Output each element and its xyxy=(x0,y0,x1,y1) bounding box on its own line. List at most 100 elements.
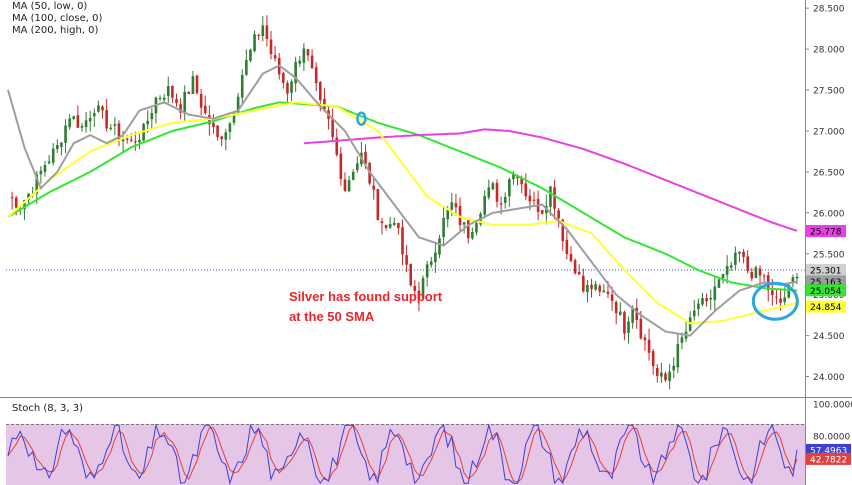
candle-body xyxy=(664,373,667,381)
candle-body xyxy=(240,74,244,98)
candle-body xyxy=(76,115,80,128)
candle-body xyxy=(606,291,610,295)
candle-body xyxy=(158,97,162,99)
candle-body xyxy=(228,123,232,132)
candle-body xyxy=(705,298,708,302)
candle-body xyxy=(697,303,700,310)
candle-body xyxy=(97,105,100,112)
candle-body xyxy=(60,142,63,147)
candle-body xyxy=(236,96,240,114)
candle-body xyxy=(651,351,655,367)
candle-body xyxy=(454,203,458,208)
candle-body xyxy=(105,110,108,129)
y-tick-label: 28.000 xyxy=(813,46,845,56)
candle-body xyxy=(257,34,260,36)
candle-body xyxy=(409,263,413,286)
candle-body xyxy=(573,260,577,274)
candle-body xyxy=(742,251,745,258)
candle-body xyxy=(614,302,618,314)
candle-body xyxy=(565,239,569,255)
candle-body xyxy=(195,75,199,94)
candle-body xyxy=(639,318,643,339)
candle-body xyxy=(713,286,717,300)
candle-body xyxy=(503,196,507,203)
candle-body xyxy=(68,118,71,128)
annotation-text: Silver has found support at the 50 SMA xyxy=(289,287,442,327)
candle-body xyxy=(709,297,713,300)
candle-body xyxy=(146,120,150,125)
candle-body xyxy=(27,193,30,200)
candle-body xyxy=(282,72,285,83)
candle-body xyxy=(224,132,228,140)
candle-body xyxy=(729,265,733,268)
candle-body xyxy=(314,67,318,84)
candle-body xyxy=(598,285,602,292)
candle-body xyxy=(438,238,441,255)
stoch-overbought-zone xyxy=(6,424,805,485)
candle-body xyxy=(191,76,195,94)
candle-body xyxy=(47,161,51,164)
y-tick-label: 28.500 xyxy=(813,5,845,15)
candle-body xyxy=(721,274,725,279)
stoch-k-line xyxy=(7,423,798,485)
candle-body xyxy=(319,82,322,101)
candle-body xyxy=(64,125,67,143)
candle-body xyxy=(725,266,729,275)
price-label-text: 25.054 xyxy=(810,287,842,297)
candle-body xyxy=(166,86,170,96)
candle-body xyxy=(23,200,26,210)
candle-body xyxy=(434,252,437,263)
highlight-circle-small xyxy=(356,111,367,126)
candle-body xyxy=(413,285,417,292)
price-label-box xyxy=(806,284,846,297)
candle-body xyxy=(734,252,737,265)
candle-body xyxy=(261,25,265,37)
candle-body xyxy=(532,199,536,201)
price-label: 24.854 xyxy=(806,300,846,313)
candle-body xyxy=(286,83,289,94)
candle-body xyxy=(335,137,339,155)
candle-body xyxy=(298,60,302,64)
candle-body xyxy=(417,290,421,301)
candle-body xyxy=(701,298,704,305)
candle-body xyxy=(590,284,593,289)
candle-body xyxy=(14,197,18,208)
stoch-value-text: 57.4963 xyxy=(810,446,847,456)
candle-body xyxy=(294,61,297,84)
candle-body xyxy=(594,284,597,290)
candle-body xyxy=(88,118,92,122)
legend-ma50: MA (50, low, 0) xyxy=(12,1,88,12)
candle-body xyxy=(487,187,491,198)
candle-body xyxy=(113,124,117,126)
candle-body xyxy=(171,85,174,98)
candle-body xyxy=(216,125,219,137)
candle-body xyxy=(528,195,532,202)
candle-body xyxy=(290,81,293,93)
stoch-value-text: 42.7822 xyxy=(810,455,847,465)
candle-body xyxy=(442,217,445,238)
candle-body xyxy=(43,165,47,172)
candle-body xyxy=(179,104,182,113)
candle-body xyxy=(129,139,133,141)
candle-body xyxy=(623,311,626,334)
candle-body xyxy=(582,275,585,292)
candle-body xyxy=(265,25,269,39)
stoch-d-line xyxy=(7,424,798,483)
candle-body xyxy=(245,60,248,75)
price-label-text: 24.854 xyxy=(810,303,842,313)
candle-body xyxy=(380,221,384,224)
candle-body xyxy=(220,136,223,140)
candle-body xyxy=(692,310,696,317)
candle-body xyxy=(602,290,606,293)
candle-body xyxy=(520,177,523,185)
candle-body xyxy=(680,337,684,343)
price-label-box xyxy=(806,300,846,313)
y-tick-label: 24.000 xyxy=(813,373,845,383)
candle-body xyxy=(351,172,355,181)
y-tick-label: 26.500 xyxy=(813,168,845,178)
annotation-line-1: Silver has found support xyxy=(289,289,443,304)
candle-body xyxy=(425,264,429,278)
candle-body xyxy=(109,127,113,129)
candle-body xyxy=(508,179,511,197)
candle-body xyxy=(762,275,766,277)
